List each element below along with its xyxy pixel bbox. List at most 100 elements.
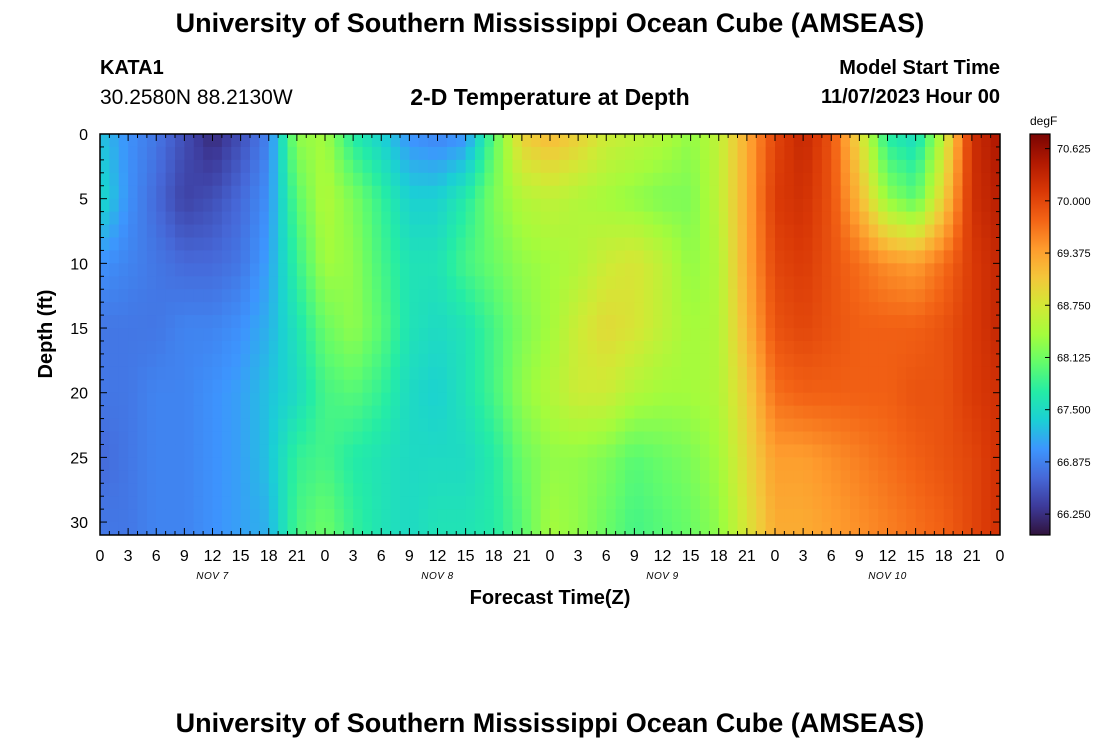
heatmap-cell (887, 366, 898, 381)
heatmap-cell (821, 418, 832, 433)
heatmap-cell (231, 509, 242, 523)
heatmap-cell (887, 353, 898, 368)
heatmap-cell (137, 353, 148, 368)
heatmap-cell (353, 146, 364, 161)
heatmap-cell (146, 263, 157, 277)
heatmap-cell (325, 159, 335, 174)
heatmap-cell (503, 276, 514, 290)
heatmap-cell (859, 237, 870, 252)
heatmap-cell (765, 340, 776, 355)
heatmap-cell (278, 379, 289, 394)
heatmap-cell (475, 366, 485, 381)
heatmap-cell (278, 276, 289, 290)
heatmap-cell (906, 496, 917, 510)
heatmap-cell (446, 146, 457, 161)
heatmap-cell (137, 250, 148, 264)
heatmap-cell (690, 172, 701, 187)
heatmap-cell (587, 224, 598, 239)
heatmap-cell (212, 522, 223, 535)
heatmap-cell (353, 289, 364, 303)
heatmap-cell (587, 457, 598, 471)
heatmap-cell (606, 470, 617, 484)
heatmap-cell (203, 444, 214, 458)
heatmap-cell (184, 418, 195, 433)
heatmap-cell (400, 353, 410, 368)
heatmap-cell (925, 172, 935, 187)
heatmap-cell (343, 392, 354, 407)
heatmap-cell (100, 134, 110, 148)
heatmap-cell (756, 263, 767, 277)
heatmap-cell (746, 172, 757, 187)
heatmap-cell (531, 263, 542, 277)
heatmap-cell (381, 172, 392, 187)
heatmap-cell (353, 353, 364, 368)
heatmap-cell (831, 457, 842, 471)
heatmap-cell (728, 444, 739, 458)
heatmap-cell (390, 353, 401, 368)
heatmap-cell (775, 405, 785, 420)
heatmap-cell (934, 211, 945, 226)
heatmap-cell (193, 405, 204, 420)
heatmap-cell (793, 263, 804, 277)
heatmap-cell (981, 211, 992, 226)
heatmap-cell (625, 185, 635, 200)
heatmap-cell (756, 379, 767, 394)
heatmap-cell (118, 224, 129, 239)
heatmap-cell (400, 263, 410, 277)
heatmap-cell (100, 353, 110, 368)
heatmap-cell (381, 431, 392, 446)
heatmap-cell (690, 211, 701, 226)
heatmap-cell (456, 328, 467, 342)
heatmap-cell (662, 250, 673, 264)
heatmap-cell (793, 483, 804, 497)
heatmap-cell (362, 159, 373, 174)
heatmap-cell (118, 172, 129, 187)
heatmap-cell (512, 146, 523, 161)
colorbar-fill (1029, 133, 1051, 536)
heatmap-cell (371, 159, 382, 174)
heatmap-cell (718, 315, 729, 329)
heatmap-cell (221, 328, 232, 342)
heatmap-cell (925, 224, 935, 239)
heatmap-cell (193, 159, 204, 174)
heatmap-cell (250, 250, 260, 264)
heatmap-cell (746, 431, 757, 446)
heatmap-cell (681, 198, 692, 213)
model-start-value: 11/07/2023 Hour 00 (820, 86, 1000, 108)
heatmap-cell (896, 159, 907, 174)
heatmap-cell (737, 522, 748, 535)
heatmap-cell (325, 353, 335, 368)
heatmap-cell (156, 496, 167, 510)
heatmap-cell (943, 328, 954, 342)
heatmap-cell (118, 483, 129, 497)
heatmap-cell (128, 470, 139, 484)
heatmap-cell (175, 353, 185, 368)
heatmap-cell (700, 289, 710, 303)
heatmap-cell (109, 315, 120, 329)
heatmap-cell (550, 522, 560, 535)
heatmap-cell (971, 483, 982, 497)
heatmap-cell (981, 276, 992, 290)
heatmap-cell (334, 211, 345, 226)
heatmap-cell (690, 328, 701, 342)
heatmap-cell (343, 340, 354, 355)
heatmap-cell (343, 431, 354, 446)
heatmap-cell (334, 405, 345, 420)
heatmap-cell (587, 289, 598, 303)
heatmap-cell (643, 444, 654, 458)
heatmap-cell (990, 483, 1000, 497)
heatmap-cell (868, 509, 879, 523)
heatmap-cell (156, 522, 167, 535)
heatmap-cell (418, 263, 429, 277)
heatmap-cell (662, 289, 673, 303)
heatmap-cell (981, 172, 992, 187)
heatmap-cell (925, 470, 935, 484)
heatmap-cell (812, 146, 823, 161)
x-tick-label: 12 (879, 548, 897, 565)
x-tick-label: 0 (546, 548, 555, 565)
heatmap-cell (718, 185, 729, 200)
heatmap-cell (362, 483, 373, 497)
heatmap-cell (193, 250, 204, 264)
heatmap-cell (775, 431, 785, 446)
heatmap-cell (765, 470, 776, 484)
